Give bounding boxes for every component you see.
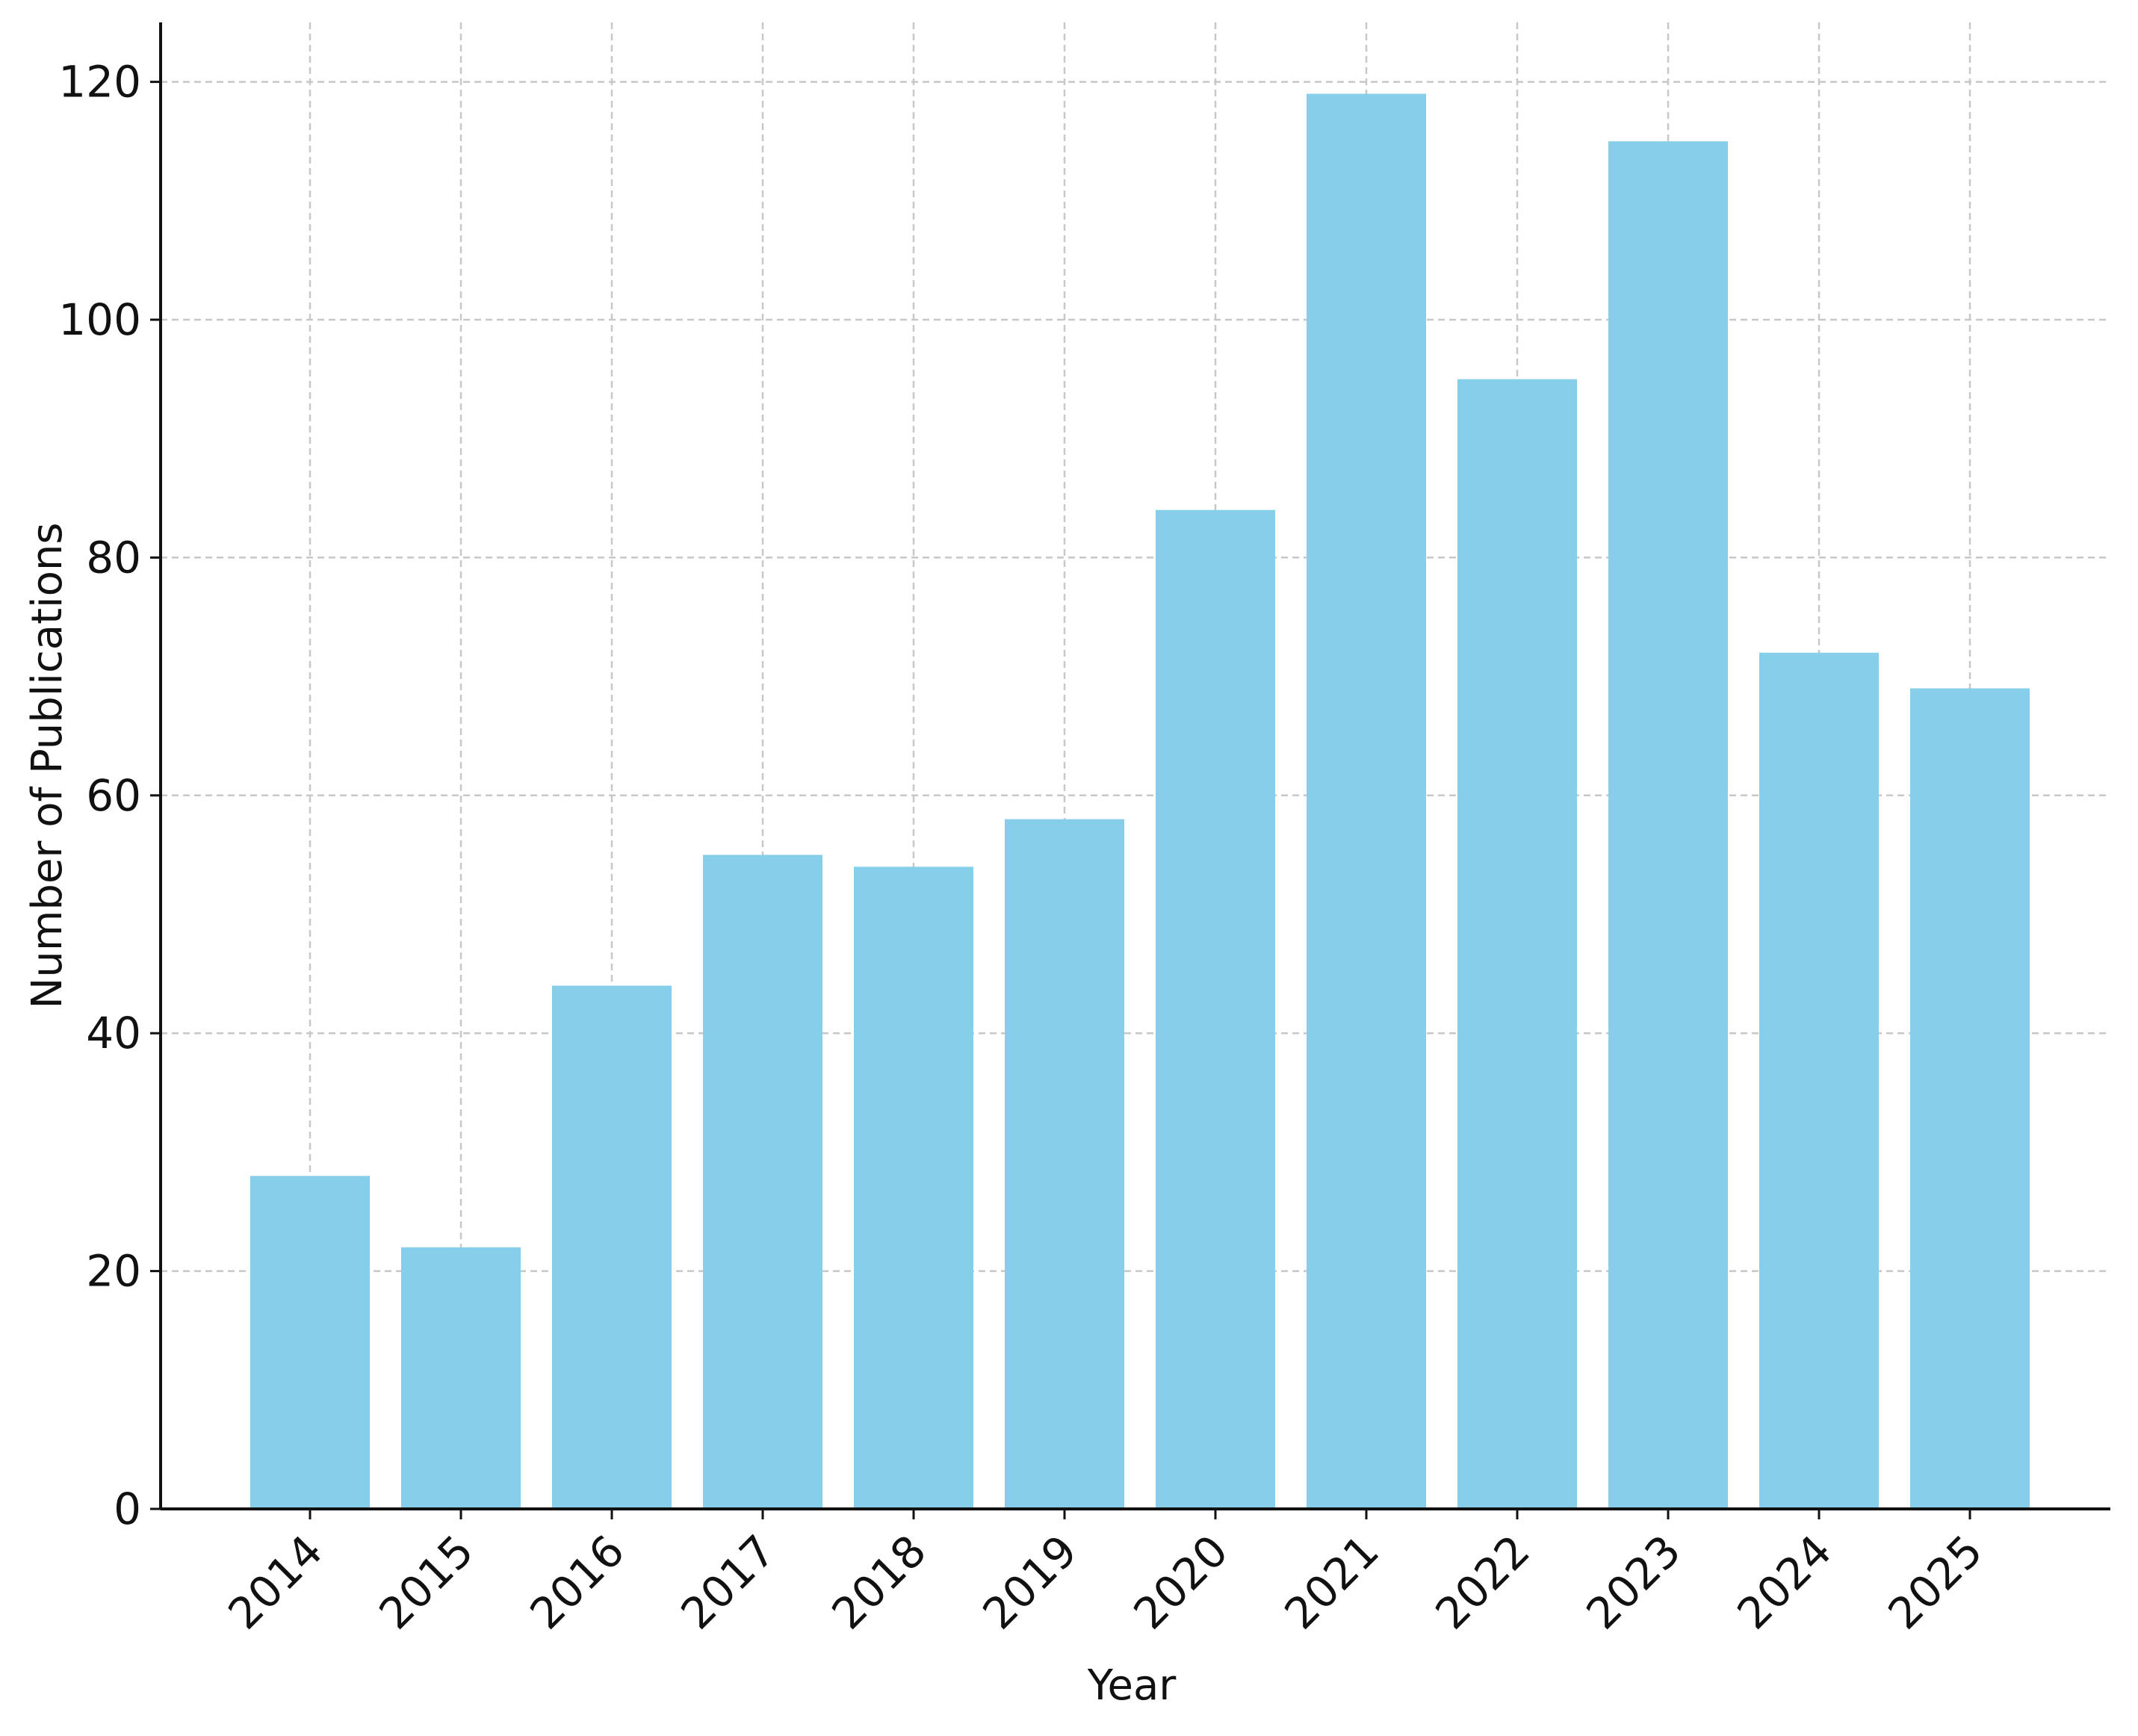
x-tick-label: 2016: [520, 1525, 633, 1639]
x-tick-label: 2022: [1425, 1525, 1539, 1639]
y-tick-label: 40: [86, 1008, 141, 1058]
x-axis-title: Year: [1087, 1661, 1177, 1710]
bar-2017: [703, 855, 822, 1509]
axes: [159, 22, 2110, 1510]
y-tick-label: 60: [86, 770, 141, 821]
bar-2024: [1759, 652, 1879, 1509]
x-tick-label: 2021: [1274, 1525, 1388, 1639]
bar-2015: [401, 1247, 521, 1509]
bar-2019: [1005, 819, 1124, 1509]
y-tick-label: 80: [86, 532, 141, 583]
y-tick-label: 0: [114, 1484, 141, 1534]
x-tick-label: 2023: [1576, 1525, 1690, 1639]
bar-2025: [1910, 688, 2030, 1509]
y-axis-title: Number of Publications: [23, 522, 72, 1008]
bar-2020: [1156, 509, 1275, 1509]
x-tick-label: 2020: [1124, 1525, 1237, 1639]
x-tick-label: 2015: [369, 1525, 483, 1639]
bar-2023: [1608, 141, 1728, 1510]
bar-2014: [250, 1176, 370, 1509]
x-tick-label: 2014: [218, 1525, 332, 1639]
y-tick-label: 100: [58, 294, 141, 345]
x-tick-label: 2024: [1727, 1525, 1841, 1639]
y-tick-label: 20: [86, 1246, 141, 1297]
bars: [250, 93, 2030, 1510]
bar-2016: [552, 985, 672, 1509]
x-tick-label: 2025: [1878, 1525, 1992, 1639]
y-tick-label: 120: [58, 57, 141, 108]
bar-2022: [1457, 379, 1577, 1510]
x-tick-label: 2018: [822, 1525, 935, 1639]
bar-2018: [854, 867, 973, 1509]
bar-2021: [1307, 93, 1426, 1509]
x-tick-label: 2017: [671, 1525, 784, 1639]
x-tick-label: 2019: [973, 1525, 1086, 1639]
